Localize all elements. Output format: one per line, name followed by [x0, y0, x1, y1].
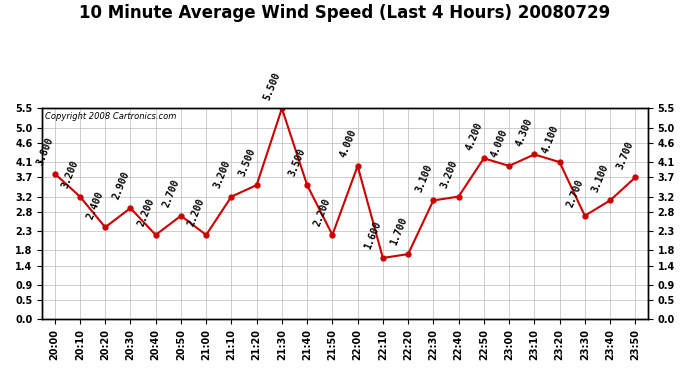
Text: 2.700: 2.700	[565, 178, 585, 209]
Text: 1.700: 1.700	[388, 216, 408, 247]
Text: 3.200: 3.200	[212, 159, 232, 190]
Text: 3.500: 3.500	[237, 147, 257, 178]
Text: Copyright 2008 Cartronics.com: Copyright 2008 Cartronics.com	[45, 112, 177, 121]
Text: 4.300: 4.300	[515, 117, 535, 147]
Text: 3.100: 3.100	[590, 162, 611, 194]
Text: 3.700: 3.700	[615, 140, 635, 171]
Text: 2.400: 2.400	[86, 189, 106, 220]
Text: 3.100: 3.100	[413, 162, 434, 194]
Text: 1.600: 1.600	[363, 220, 383, 251]
Text: 3.500: 3.500	[287, 147, 308, 178]
Text: 2.200: 2.200	[313, 197, 333, 228]
Text: 3.800: 3.800	[35, 136, 55, 166]
Text: 4.200: 4.200	[464, 120, 484, 152]
Text: 2.900: 2.900	[110, 170, 131, 201]
Text: 4.100: 4.100	[540, 124, 560, 155]
Text: 4.000: 4.000	[489, 128, 509, 159]
Text: 2.700: 2.700	[161, 178, 181, 209]
Text: 3.200: 3.200	[60, 159, 80, 190]
Text: 4.000: 4.000	[338, 128, 358, 159]
Text: 3.200: 3.200	[439, 159, 459, 190]
Text: 2.200: 2.200	[136, 197, 156, 228]
Text: 10 Minute Average Wind Speed (Last 4 Hours) 20080729: 10 Minute Average Wind Speed (Last 4 Hou…	[79, 4, 611, 22]
Text: 5.500: 5.500	[262, 70, 282, 102]
Text: 2.200: 2.200	[186, 197, 206, 228]
